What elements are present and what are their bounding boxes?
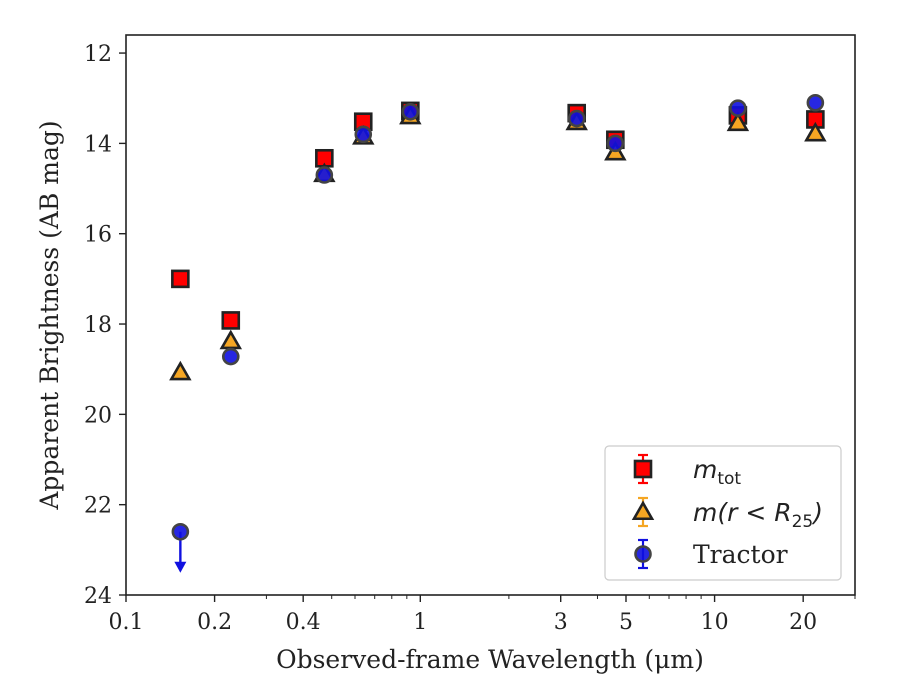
data-point-triangle bbox=[169, 360, 192, 381]
data-point-circle bbox=[729, 99, 747, 117]
legend-label-mr25-tail: ) bbox=[811, 498, 823, 527]
legend: mtot m(r < R25) Tractor bbox=[604, 445, 842, 581]
y-tick-label: 20 bbox=[84, 403, 112, 428]
data-point-triangle bbox=[804, 121, 827, 142]
x-tick-label: 10 bbox=[701, 610, 729, 635]
plot-frame bbox=[125, 34, 856, 596]
data-point-circle bbox=[567, 109, 586, 128]
data-point-circle bbox=[354, 125, 373, 144]
legend-label-tractor: Tractor bbox=[693, 540, 788, 569]
data-point-circle bbox=[171, 522, 190, 541]
y-axis-label: Apparent Brightness (AB mag) bbox=[35, 120, 64, 510]
data-point-circle bbox=[806, 93, 825, 112]
data-point-square bbox=[221, 311, 241, 330]
legend-markers bbox=[631, 453, 655, 570]
data-point-square bbox=[171, 269, 190, 289]
y-tick-label: 22 bbox=[84, 494, 112, 519]
data-point-triangle bbox=[726, 111, 750, 132]
legend-label-mtot: mtot bbox=[693, 455, 741, 489]
y-tick-label: 16 bbox=[84, 223, 112, 248]
x-tick-label: 3 bbox=[554, 610, 568, 635]
x-axis-ticks: 0.1 0.2 0.4 1 3 5 10 20 bbox=[109, 595, 856, 635]
x-tick-label: 1 bbox=[413, 610, 427, 635]
y-tick-label: 14 bbox=[84, 132, 112, 157]
legend-marker-1 bbox=[631, 500, 655, 521]
y-tick-label: 12 bbox=[84, 42, 112, 67]
x-axis-label: Observed-frame Wavelength (μm) bbox=[276, 645, 704, 674]
y-tick-label: 18 bbox=[84, 313, 112, 338]
legend-label-mr25-sub: 25 bbox=[792, 512, 814, 532]
legend-label-mtot-main: m bbox=[693, 455, 717, 484]
x-tick-label: 0.1 bbox=[109, 610, 144, 635]
upper-limit-arrow-head bbox=[174, 561, 187, 573]
x-tick-label: 0.4 bbox=[286, 610, 321, 635]
x-tick-label: 0.2 bbox=[197, 610, 232, 635]
legend-box bbox=[604, 445, 842, 581]
legend-label-mr25-main: m(r < R bbox=[693, 498, 792, 527]
x-tick-label: 5 bbox=[619, 610, 633, 635]
data-markers bbox=[169, 93, 827, 573]
legend-label-mr25: m(r < R25) bbox=[693, 498, 823, 532]
series-2 bbox=[171, 93, 825, 573]
x-tick-label: 20 bbox=[789, 610, 817, 635]
data-point-circle bbox=[315, 166, 334, 184]
data-point-circle bbox=[221, 347, 240, 366]
data-point-circle bbox=[606, 134, 625, 153]
legend-marker-2 bbox=[634, 545, 652, 563]
y-axis-ticks: 12 14 16 18 20 22 24 bbox=[84, 42, 126, 609]
legend-label-mtot-sub: tot bbox=[717, 469, 741, 489]
legend-marker-0 bbox=[633, 459, 653, 479]
data-point-circle bbox=[401, 102, 420, 121]
y-tick-label: 24 bbox=[84, 584, 112, 609]
